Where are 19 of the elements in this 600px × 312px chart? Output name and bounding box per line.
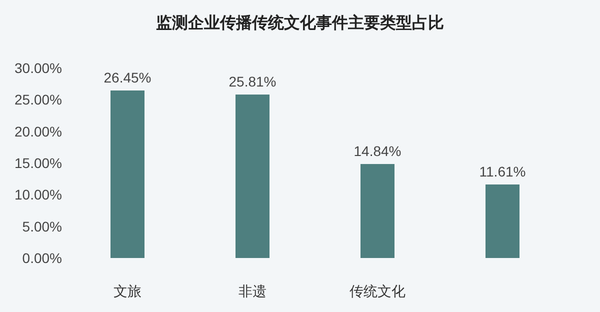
x-tick-label: 传统文化 — [350, 283, 406, 299]
y-tick-label: 30.00% — [14, 60, 62, 76]
data-label: 11.61% — [479, 163, 526, 180]
x-tick-label: 文旅 — [114, 283, 142, 299]
chart-title: 监测企业传播传统文化事件主要类型占比 — [156, 13, 444, 32]
y-tick-label: 25.00% — [14, 92, 62, 108]
data-label: 25.81% — [228, 74, 276, 90]
y-tick-label: 10.00% — [14, 186, 62, 203]
y-tick-label: 20.00% — [14, 123, 62, 140]
x-tick-label: 非遗 — [238, 283, 266, 299]
bar — [236, 94, 270, 258]
data-label: 14.84% — [354, 143, 402, 160]
bar — [486, 184, 520, 258]
bar — [360, 164, 394, 258]
bar — [110, 90, 144, 258]
y-tick-label: 0.00% — [22, 250, 62, 266]
y-tick-label: 5.00% — [22, 218, 62, 234]
data-label: 26.45% — [104, 69, 152, 86]
y-tick-label: 15.00% — [14, 155, 62, 171]
